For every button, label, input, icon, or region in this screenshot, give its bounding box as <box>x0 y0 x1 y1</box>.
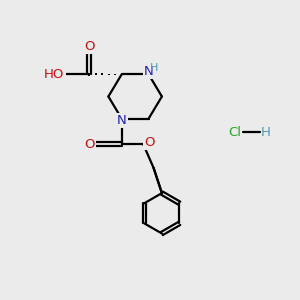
Text: Cl: Cl <box>228 126 241 139</box>
Text: N: N <box>117 114 127 127</box>
Text: HO: HO <box>44 68 64 81</box>
Text: H: H <box>150 63 159 73</box>
Text: O: O <box>144 136 154 149</box>
Text: H: H <box>261 126 271 139</box>
Text: O: O <box>85 138 95 151</box>
Text: O: O <box>84 40 94 53</box>
Text: N: N <box>144 65 153 78</box>
